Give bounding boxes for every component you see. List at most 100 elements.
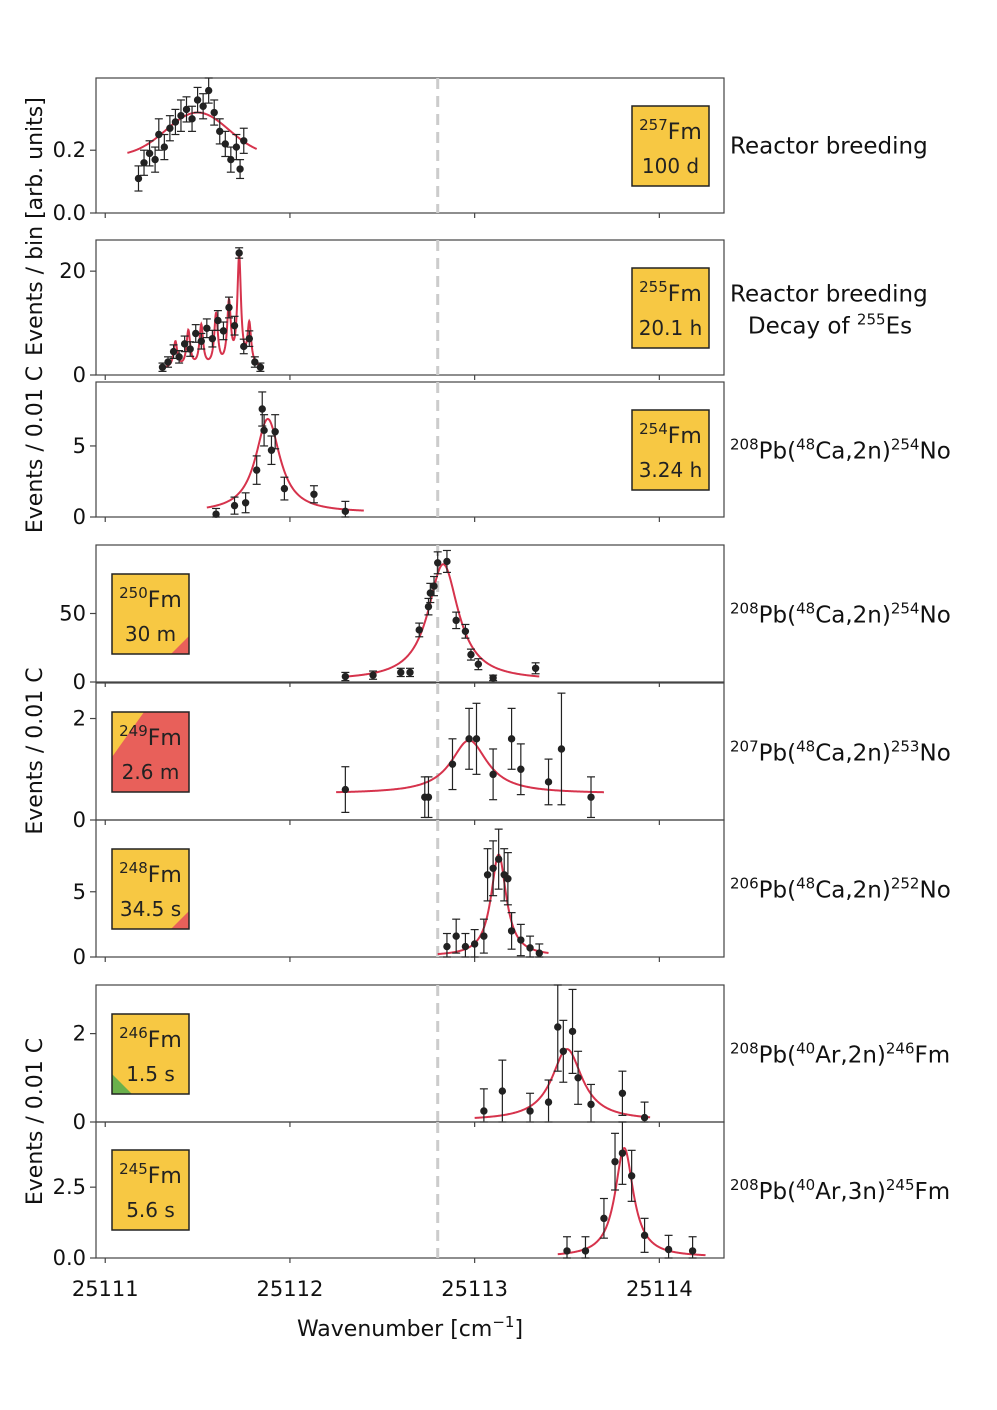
isotope-box-fill — [632, 106, 709, 186]
data-point — [258, 391, 267, 427]
data-point — [461, 623, 470, 639]
reaction-label: 208Pb(48Ca,2n)254No — [730, 436, 951, 465]
marker — [193, 96, 202, 104]
marker — [504, 875, 512, 883]
y-tick-label: 0.0 — [53, 201, 86, 225]
data-point — [489, 748, 498, 801]
data-point — [204, 77, 213, 104]
marker — [474, 660, 483, 668]
data-point — [212, 507, 221, 518]
panel-248-fm: 0 5 248Fm 34.5 s 206Pb(48Ca,2n)252No — [73, 819, 951, 969]
y-tick-label: 5 — [73, 434, 86, 458]
isotope-box-fill — [112, 1014, 189, 1094]
isotope-label: 249Fm — [119, 722, 182, 751]
marker — [517, 765, 525, 773]
panel-frame — [95, 239, 725, 376]
panel-frame — [95, 984, 725, 1123]
y-tick-label: 0 — [73, 1110, 86, 1134]
isotope-box-fill — [112, 1150, 189, 1230]
marker — [197, 337, 205, 345]
marker — [574, 1074, 582, 1082]
data-point — [341, 671, 350, 682]
isotope-box-border — [631, 267, 710, 349]
data-point — [618, 1121, 627, 1185]
marker — [134, 174, 143, 183]
marker — [600, 1214, 608, 1223]
marker — [256, 363, 265, 371]
data-point — [208, 329, 217, 348]
marker — [245, 334, 254, 343]
data-point — [188, 105, 197, 132]
marker — [151, 155, 159, 164]
panel-257-fm: 0.0 0.2 257Fm 100 d Reactor breeding — [53, 77, 928, 225]
data-point — [611, 1132, 620, 1191]
isotope-box: 245Fm 5.6 s — [111, 1149, 190, 1231]
marker — [448, 760, 457, 768]
marker — [563, 1247, 571, 1255]
y-tick-label: 20 — [59, 259, 86, 283]
panel-frame — [95, 381, 725, 518]
marker — [219, 327, 228, 335]
marker — [199, 102, 207, 110]
data-point — [176, 99, 185, 132]
data-point — [557, 692, 566, 806]
marker — [531, 664, 540, 672]
data-point — [424, 597, 433, 616]
data-point — [267, 435, 276, 466]
marker — [581, 1247, 590, 1255]
data-point — [430, 575, 439, 597]
fit-curve — [474, 1048, 651, 1119]
data-point — [640, 1217, 649, 1253]
data-point — [483, 848, 492, 902]
data-point — [479, 918, 488, 954]
data-point — [180, 335, 189, 353]
panel-frame — [95, 544, 725, 683]
panel-frame — [95, 682, 725, 821]
data-point — [182, 96, 191, 123]
half-life: 1.5 s — [126, 1062, 175, 1086]
marker — [145, 149, 154, 158]
isotope-box-border — [111, 1013, 190, 1095]
panel-frame — [95, 1121, 725, 1259]
data-point — [236, 159, 245, 180]
data-point — [627, 1149, 636, 1202]
panel-254-fm: 0 5 254Fm 3.24 h 208Pb(48Ca,2n)254No — [73, 381, 951, 529]
marker — [251, 358, 259, 366]
marker — [688, 1247, 697, 1255]
marker — [232, 143, 241, 151]
data-point — [271, 414, 280, 450]
marker — [252, 466, 261, 474]
data-point — [145, 140, 154, 167]
isotope-box: 257Fm 100 d — [631, 105, 710, 187]
data-point — [164, 356, 173, 368]
marker — [544, 778, 553, 786]
marker — [310, 490, 318, 498]
data-point — [640, 1101, 649, 1123]
data-point — [158, 362, 167, 372]
y-tick-label: 0 — [73, 363, 86, 387]
marker — [452, 932, 460, 940]
data-point — [452, 918, 461, 954]
marker — [587, 793, 595, 801]
reaction-label: 206Pb(48Ca,2n)252No — [730, 875, 951, 904]
panel-250-fm: 0 50 250Fm 30 m 208Pb(48Ca,2n)254No — [59, 544, 951, 694]
data-point — [406, 667, 414, 678]
decay-corner — [171, 911, 189, 929]
reaction-label: 208Pb(40Ar,2n)246Fm — [730, 1040, 950, 1069]
isotope-label: 248Fm — [119, 859, 182, 888]
marker — [341, 672, 350, 681]
y-tick-label: 0 — [73, 945, 86, 969]
data-point — [424, 776, 433, 819]
marker — [166, 124, 174, 132]
isotope-box-fill — [112, 849, 189, 929]
reaction-label: 208Pb(48Ca,2n)254No — [730, 600, 951, 629]
marker — [186, 345, 194, 353]
marker — [489, 770, 497, 779]
isotope-box-border — [111, 711, 190, 793]
y-tick-label: 0 — [73, 505, 86, 529]
decay-corner — [112, 1074, 132, 1094]
marker — [225, 303, 233, 312]
isotope-box: 255Fm 20.1 h — [631, 267, 710, 349]
marker — [465, 735, 473, 743]
marker — [208, 334, 217, 343]
